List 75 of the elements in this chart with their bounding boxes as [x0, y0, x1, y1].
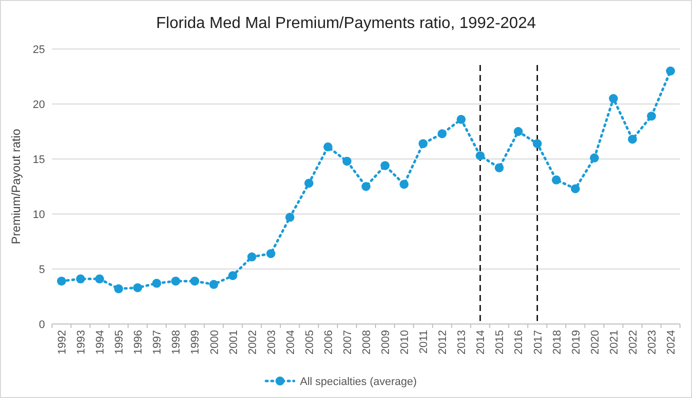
x-tick-label: 2018: [551, 330, 564, 354]
point: [628, 134, 637, 144]
x-tick-label: 1995: [114, 330, 126, 354]
x-tick-label: 2022: [627, 330, 640, 354]
chart-title: Florida Med Mal Premium/Payments ratio, 1992-2024: [156, 15, 536, 32]
point: [590, 153, 599, 162]
x-tick-label: 2015: [494, 330, 506, 354]
x-tick-label: 2001: [228, 330, 240, 354]
point: [190, 276, 200, 286]
point: [666, 66, 675, 76]
x-tick-label: 2024: [665, 330, 678, 354]
x-tick-label: 2010: [399, 330, 412, 354]
point: [171, 276, 180, 286]
point: [456, 114, 466, 124]
x-tick-label: 2003: [266, 330, 278, 354]
y-tick-label: 10: [32, 209, 45, 221]
point: [476, 151, 485, 160]
point: [304, 178, 314, 188]
y-tick-label: 20: [32, 99, 45, 111]
point: [400, 180, 409, 189]
x-tick-label: 2014: [475, 330, 488, 354]
point: [646, 112, 656, 121]
legend-label: All specialties (average): [300, 376, 417, 388]
x-tick-label: 2005: [304, 330, 316, 354]
x-tick-label: 2019: [570, 330, 582, 354]
x-tick-label: 1999: [190, 330, 202, 354]
x-tick-label: 2021: [608, 330, 620, 354]
x-tick-label: 1996: [132, 330, 145, 354]
point: [247, 252, 256, 262]
point: [380, 161, 390, 170]
point: [418, 139, 428, 148]
x-tick-label: 1992: [56, 330, 69, 354]
x-tick-label: 2012: [437, 330, 450, 354]
x-tick-label: 1993: [76, 330, 88, 354]
y-tick-label: 15: [32, 154, 45, 166]
point: [95, 274, 104, 284]
point: [228, 271, 238, 280]
x-tick-label: 2009: [380, 330, 392, 354]
point: [285, 212, 294, 222]
x-tick-label: 1998: [170, 330, 183, 354]
point: [514, 127, 523, 136]
point: [552, 175, 561, 184]
x-tick-label: 2006: [322, 330, 335, 354]
x-tick-label: 2002: [246, 330, 259, 354]
point: [342, 156, 352, 166]
x-tick-label: 2008: [361, 330, 373, 354]
point: [532, 139, 542, 148]
y-tick-label: 25: [32, 44, 45, 56]
point: [570, 184, 580, 194]
point: [209, 280, 218, 289]
x-tick-label: 2011: [418, 330, 430, 354]
x-tick-label: 2000: [208, 330, 221, 354]
x-tick-label: 2007: [342, 330, 354, 354]
point: [494, 163, 504, 172]
x-tick-label: 2016: [513, 330, 526, 354]
point: [152, 278, 162, 288]
x-tick-label: 2013: [456, 330, 468, 354]
point: [323, 142, 332, 152]
point: [114, 284, 124, 294]
point: [133, 283, 142, 292]
point: [76, 274, 86, 284]
x-tick-label: 2020: [589, 330, 602, 354]
point: [608, 94, 618, 103]
y-tick-label: 5: [38, 264, 45, 276]
x-tick-label: 1997: [152, 330, 164, 354]
x-tick-label: 2004: [284, 330, 297, 354]
point: [266, 249, 276, 258]
point: [57, 276, 66, 286]
x-tick-label: 1994: [94, 330, 107, 354]
x-tick-label: 2023: [646, 330, 658, 354]
y-tick-label: 0: [38, 319, 45, 331]
y-axis-title: Premium/Payout ratio: [9, 128, 23, 244]
point: [438, 129, 447, 138]
point: [362, 182, 370, 191]
x-tick-label: 2017: [532, 330, 544, 354]
